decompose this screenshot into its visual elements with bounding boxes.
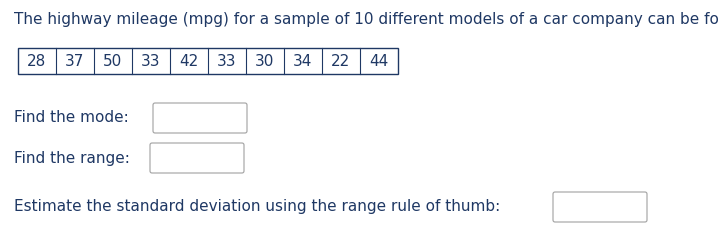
Text: 28: 28 xyxy=(27,54,47,68)
Text: 50: 50 xyxy=(103,54,123,68)
Text: 42: 42 xyxy=(180,54,199,68)
Text: Estimate the standard deviation using the range rule of thumb:: Estimate the standard deviation using th… xyxy=(14,200,500,214)
Bar xyxy=(18,48,398,74)
Text: Find the mode:: Find the mode: xyxy=(14,111,129,126)
Text: 30: 30 xyxy=(256,54,275,68)
Text: 33: 33 xyxy=(218,54,237,68)
FancyBboxPatch shape xyxy=(150,143,244,173)
Text: 34: 34 xyxy=(294,54,312,68)
Text: 33: 33 xyxy=(141,54,161,68)
FancyBboxPatch shape xyxy=(153,103,247,133)
Text: Find the range:: Find the range: xyxy=(14,150,130,166)
Text: 22: 22 xyxy=(332,54,350,68)
FancyBboxPatch shape xyxy=(553,192,647,222)
Text: The highway mileage (mpg) for a sample of 10 different models of a car company c: The highway mileage (mpg) for a sample o… xyxy=(14,12,718,27)
Text: 44: 44 xyxy=(369,54,388,68)
Text: 37: 37 xyxy=(65,54,85,68)
